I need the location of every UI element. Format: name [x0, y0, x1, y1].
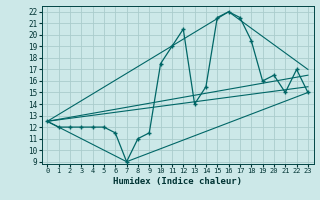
X-axis label: Humidex (Indice chaleur): Humidex (Indice chaleur) [113, 177, 242, 186]
